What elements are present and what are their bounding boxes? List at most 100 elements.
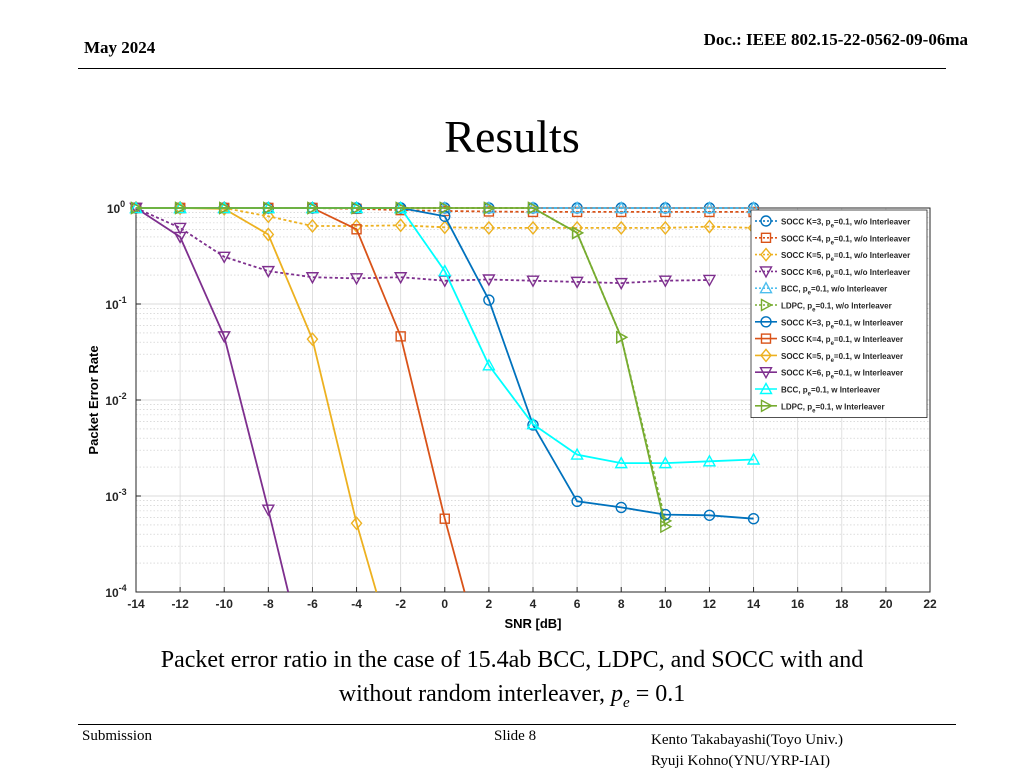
legend-swatch-marker — [760, 247, 772, 262]
data-point — [570, 447, 584, 460]
data-point — [307, 201, 320, 215]
legend-entry: LDPC, pe=0.1, w/o Interleaver — [781, 302, 892, 314]
data-point — [261, 504, 276, 517]
caption-math-value: = 0.1 — [629, 681, 686, 707]
y-axis-label: Packet Error Rate — [86, 345, 101, 454]
data-point — [614, 277, 628, 291]
x-tick-label: -4 — [351, 597, 362, 611]
legend-swatch-marker — [760, 333, 772, 344]
data-point — [174, 201, 188, 215]
data-point — [439, 513, 450, 524]
legend-swatch-marker — [760, 316, 772, 328]
y-tick-label: 10-4 — [105, 583, 126, 600]
x-tick-label: 4 — [530, 597, 537, 611]
x-tick-label: -2 — [395, 597, 406, 611]
data-point — [658, 201, 673, 214]
footer-submission: Submission — [82, 728, 153, 744]
x-tick-label: -8 — [263, 597, 274, 611]
x-tick-label: 0 — [441, 597, 448, 611]
data-point — [173, 222, 187, 235]
x-axis-label: SNR [dB] — [504, 616, 561, 631]
header-date: May 2024 — [84, 38, 156, 57]
legend-entry: SOCC K=4, pe=0.1, w Interleaver — [781, 335, 903, 347]
footer-divider — [78, 724, 956, 725]
caption-line-1: Packet error ratio in the case of 15.4ab… — [160, 647, 864, 673]
data-point — [615, 501, 627, 514]
data-point — [659, 508, 672, 521]
data-point — [350, 218, 363, 234]
data-point — [527, 201, 540, 215]
legend-entry: SOCC K=5, pe=0.1, w/o Interleaver — [781, 251, 910, 263]
x-tick-label: 2 — [486, 597, 493, 611]
data-point — [217, 331, 231, 344]
data-point — [174, 200, 187, 216]
data-point — [615, 220, 628, 236]
data-point — [747, 513, 760, 525]
legend-swatch-marker — [759, 266, 773, 279]
x-tick-label: 12 — [703, 597, 717, 611]
legend-entry: BCC, pe=0.1, w Interleaver — [781, 386, 880, 398]
series-lines — [129, 200, 761, 593]
legend-entry: SOCC K=5, pe=0.1, w Interleaver — [781, 352, 903, 364]
caption-math-sub: e — [623, 694, 630, 711]
data-point — [351, 224, 362, 235]
slide-title: Results — [444, 111, 580, 162]
data-point — [570, 276, 584, 289]
legend-swatch-marker — [759, 366, 773, 380]
legend-swatch-marker — [760, 215, 772, 227]
data-point — [482, 274, 496, 287]
header-divider — [78, 68, 946, 69]
data-point — [394, 218, 407, 233]
data-point — [571, 226, 585, 240]
x-tick-label: -14 — [127, 597, 145, 611]
x-tick-label: 10 — [659, 597, 673, 611]
data-point — [261, 265, 276, 279]
data-point — [746, 452, 761, 465]
data-point — [130, 201, 143, 215]
x-tick-label: -6 — [307, 597, 318, 611]
x-tick-label: 18 — [835, 597, 849, 611]
data-point — [527, 220, 539, 236]
data-point — [658, 456, 673, 469]
x-tick-label: -10 — [216, 597, 234, 611]
data-point — [658, 275, 673, 288]
y-tick-label: 10-3 — [105, 487, 126, 504]
data-point — [351, 201, 364, 215]
data-point — [614, 201, 628, 214]
data-point — [439, 201, 452, 215]
series-group — [129, 200, 761, 593]
legend-entry: SOCC K=6, pe=0.1, w Interleaver — [781, 369, 903, 381]
data-point — [526, 417, 540, 430]
data-point — [614, 456, 628, 469]
footer-author-2: Ryuji Kohno(YNU/YRP-IAI) — [651, 753, 830, 769]
x-tick-label: 8 — [618, 597, 625, 611]
x-tick-label: 14 — [747, 597, 761, 611]
legend-entry: LDPC, pe=0.1, w Interleaver — [781, 402, 885, 414]
data-point — [660, 519, 673, 534]
legend-swatch-marker — [760, 348, 772, 363]
y-tick-label: 10-1 — [105, 295, 126, 312]
y-tick-label: 10-2 — [105, 391, 126, 408]
legend-swatch-marker — [759, 382, 773, 395]
data-point — [482, 358, 496, 371]
y-tick-label: 100 — [107, 199, 125, 216]
x-tick-label: -12 — [171, 597, 189, 611]
legend-entry: SOCC K=6, pe=0.1, w/o Interleaver — [781, 268, 910, 280]
legend-entry: SOCC K=4, pe=0.1, w/o Interleaver — [781, 234, 910, 246]
legend-box — [750, 209, 928, 419]
legend-entry: SOCC K=3, pe=0.1, w Interleaver — [781, 318, 903, 330]
data-point — [702, 274, 717, 287]
x-tick-label: 16 — [791, 597, 805, 611]
data-point — [393, 272, 408, 285]
data-point — [305, 272, 320, 285]
data-point — [350, 516, 363, 531]
legend: SOCC K=3, pe=0.1, w/o Interleaver SOCC K=… — [750, 209, 928, 419]
data-point — [616, 330, 629, 344]
data-point — [219, 201, 232, 215]
data-point — [483, 294, 495, 306]
data-point — [217, 251, 231, 264]
x-tick-labels: -14 -12 -10 -8 -6 -4 -2 0 2 4 6 8 10 12 14 16 18 20 22 — [127, 587, 937, 611]
data-point — [482, 220, 495, 236]
data-point — [395, 201, 408, 215]
series-11 — [130, 201, 673, 534]
